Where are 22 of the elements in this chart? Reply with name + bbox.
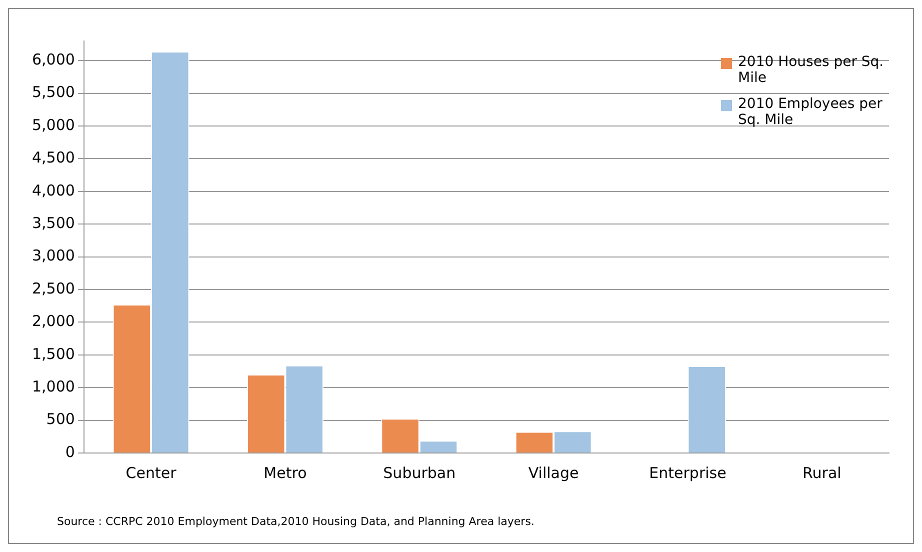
y-tick-label: 2,000 — [32, 312, 75, 330]
x-tick-label: Center — [126, 464, 178, 482]
x-tick-label: Village — [528, 464, 579, 482]
y-tick-label: 500 — [46, 410, 75, 428]
y-tick-label: 4,000 — [32, 181, 75, 200]
y-tick-label: 0 — [65, 442, 75, 461]
y-tick-label: 1,500 — [32, 344, 75, 363]
x-tick-label: Suburban — [383, 464, 456, 482]
y-tick-label: 1,000 — [32, 377, 75, 396]
y-tick-label: 3,000 — [32, 246, 75, 265]
y-tick-label: 6,000 — [32, 50, 75, 69]
legend-label: 2010 Houses per Sq. Mile — [738, 54, 885, 86]
y-tick-label: 5,000 — [32, 116, 75, 134]
y-tick-label: 2,500 — [32, 279, 75, 298]
x-tick-label: Rural — [802, 464, 842, 482]
legend-label: 2010 Employees per Sq. Mile — [738, 96, 884, 128]
y-tick-label: 3,500 — [32, 214, 75, 232]
source-note: Source : CCRPC 2010 Employment Data,2010 Housing Data, and Planning Area layers. — [57, 515, 534, 528]
y-tick-label: 4,500 — [32, 148, 75, 167]
x-tick-label: Enterprise — [649, 464, 726, 482]
x-tick-label: Metro — [264, 464, 307, 482]
y-tick-label: 5,500 — [32, 83, 75, 102]
